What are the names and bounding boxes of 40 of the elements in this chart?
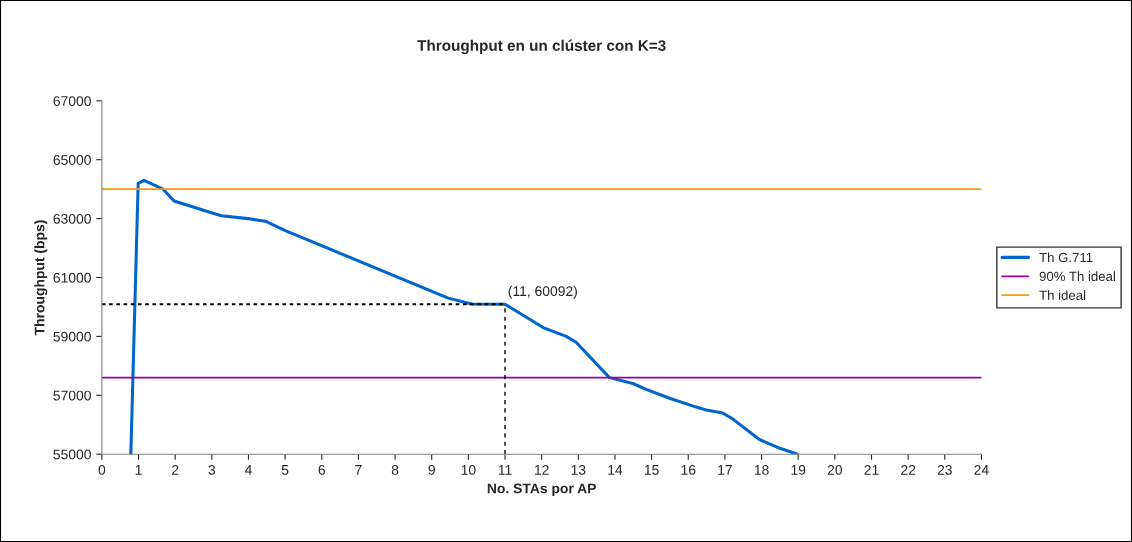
x-tick-label: 15 [644, 465, 659, 475]
y-axis-title: Throughput (bps) [34, 220, 48, 336]
annotation: (11, 60092) [508, 285, 577, 299]
x-tick-label: 5 [281, 465, 289, 475]
x-tick-label: 10 [461, 464, 476, 475]
y-tick-label: 57000 [53, 390, 91, 401]
x-tick-label: 16 [681, 464, 696, 475]
x-tick-label: 4 [244, 465, 252, 475]
x-tick-label: 22 [901, 464, 916, 475]
y-tick-label: 63000 [53, 213, 91, 224]
x-tick-label: 20 [827, 464, 843, 475]
legend-label: Th G.711 [1039, 252, 1093, 263]
y-tick-label: 59000 [53, 331, 91, 342]
x-tick-label: 9 [428, 464, 435, 475]
y-tick-label: 65000 [53, 155, 91, 165]
x-tick-label: 0 [98, 464, 106, 475]
x-tick-label: 12 [535, 464, 549, 475]
x-tick-label: 14 [608, 465, 623, 475]
x-tick-label: 24 [974, 464, 989, 475]
x-tick-label: 11 [498, 465, 512, 475]
x-tick-label: 6 [318, 464, 326, 475]
x-tick-label: 19 [791, 464, 806, 475]
y-tick-label: 55000 [53, 449, 91, 460]
x-tick-label: 13 [571, 464, 586, 475]
x-tick-label: 21 [864, 464, 879, 475]
x-tick-label: 2 [172, 464, 179, 475]
x-tick-label: 7 [355, 465, 362, 475]
x-axis-title: No. STAs por AP [487, 483, 596, 497]
y-tick-label: 67000 [53, 96, 91, 106]
line-series [129, 178, 799, 455]
legend-label: Th ideal [1039, 290, 1086, 300]
x-tick-label: 18 [754, 464, 769, 475]
y-tick-label: 61000 [53, 272, 91, 283]
x-tick-label: 1 [135, 465, 142, 475]
chart-title: Throughput en un clúster con K=3 [417, 39, 666, 55]
x-tick-label: 17 [718, 465, 732, 475]
legend-label: 90% Th ideal [1039, 271, 1115, 282]
x-tick-label: 23 [937, 464, 952, 475]
x-tick-label: 8 [391, 464, 399, 475]
x-tick-label: 3 [208, 464, 216, 475]
